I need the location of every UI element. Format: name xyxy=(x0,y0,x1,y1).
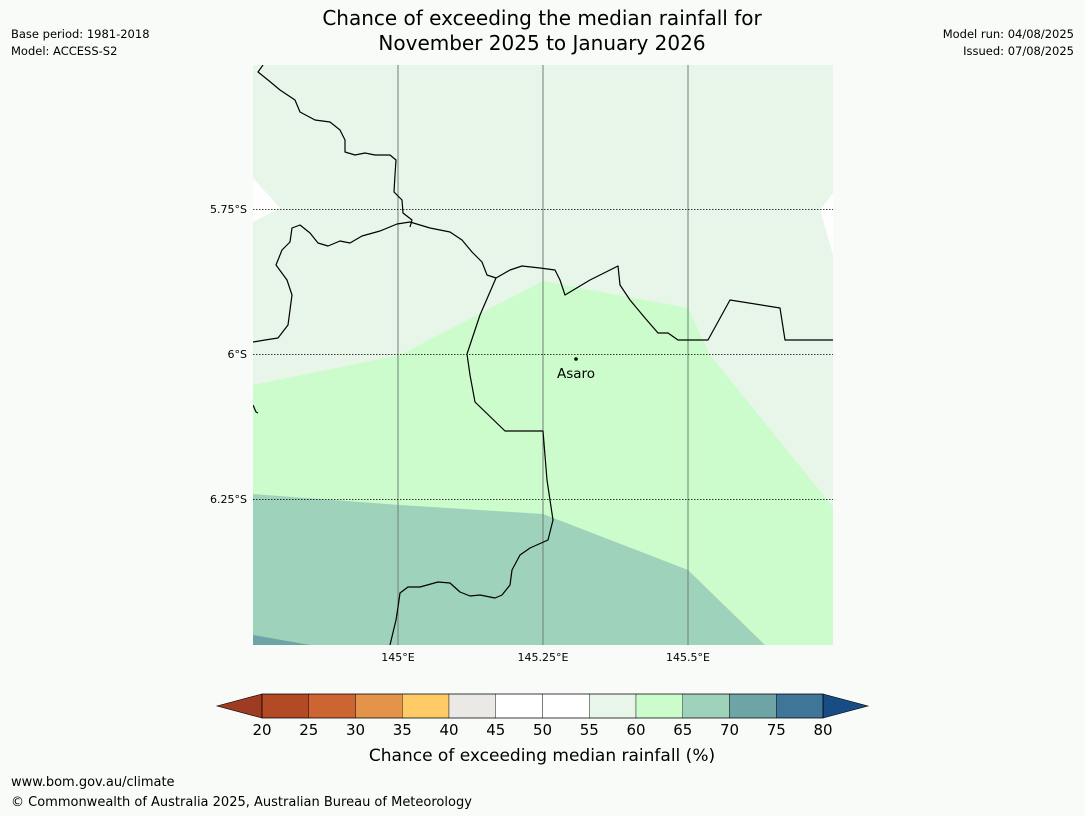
latitude-gridlines xyxy=(253,209,833,500)
colorbar-segment xyxy=(776,693,824,719)
colorbar-segment xyxy=(635,693,683,719)
colorbar-tick-label: 65 xyxy=(673,721,692,739)
colorbar-segment xyxy=(729,693,777,719)
colorbar-tick-label: 70 xyxy=(720,721,739,739)
boundary-northwest xyxy=(257,65,413,228)
colorbar: 20 25 30 35 40 45 50 55 60 65 70 75 80 Chance of exc… xyxy=(215,693,870,766)
lon-label-145-5: 145.5°E xyxy=(666,651,710,664)
lon-label-145-25: 145.25°E xyxy=(518,651,569,664)
colorbar-segment xyxy=(355,693,403,719)
lat-label-6: 6°S xyxy=(228,348,247,361)
colorbar-tick-label: 80 xyxy=(813,721,832,739)
colorbar-tick-label: 55 xyxy=(580,721,599,739)
map-plot xyxy=(253,65,833,645)
lat-label-5-75: 5.75°S xyxy=(210,203,247,216)
zone-70-75 xyxy=(253,635,310,645)
colorbar-segment xyxy=(589,693,637,719)
colorbar-tick-label: 60 xyxy=(626,721,645,739)
model-text: Model: ACCESS-S2 xyxy=(11,44,118,58)
zone-50-55-right xyxy=(820,193,833,255)
title-line-2: November 2025 to January 2026 xyxy=(378,31,706,55)
colorbar-tick-label: 25 xyxy=(299,721,318,739)
boundary-west-stub xyxy=(253,404,259,414)
footer-copyright: © Commonwealth of Australia 2025, Austra… xyxy=(11,795,472,810)
colorbar-high-arrow xyxy=(822,693,870,719)
colorbar-tick-label: 35 xyxy=(393,721,412,739)
colorbar-segment xyxy=(682,693,730,719)
colorbar-tick-label: 30 xyxy=(346,721,365,739)
colorbar-segment xyxy=(495,693,543,719)
lat-label-6-25: 6.25°S xyxy=(210,493,247,506)
boundary-central-north xyxy=(253,221,833,343)
metadata-right: Model run: 04/08/2025 Issued: 07/08/2025 xyxy=(943,26,1074,60)
footer-url: www.bom.gov.au/climate xyxy=(11,775,175,790)
colorbar-segment xyxy=(308,693,356,719)
model-run-text: Model run: 04/08/2025 xyxy=(942,27,1074,41)
zone-50-55-left xyxy=(253,178,280,222)
colorbar-tick-label: 20 xyxy=(252,721,271,739)
colorbar-tick-label: 45 xyxy=(486,721,505,739)
colorbar-tick-label: 50 xyxy=(533,721,552,739)
boundary-central-south xyxy=(389,277,554,645)
province-boundaries xyxy=(253,65,833,645)
colorbar-tick-label: 75 xyxy=(767,721,786,739)
asaro-label: Asaro xyxy=(557,366,595,382)
metadata-left: Base period: 1981-2018 Model: ACCESS-S2 xyxy=(11,26,150,60)
title-line-1: Chance of exceeding the median rainfall … xyxy=(322,6,762,30)
colorbar-segment xyxy=(402,693,450,719)
colorbar-tick-label: 40 xyxy=(439,721,458,739)
lon-label-145: 145°E xyxy=(381,651,414,664)
colorbar-segment xyxy=(448,693,496,719)
map-title: Chance of exceeding the median rainfall … xyxy=(242,6,842,56)
colorbar-label: Chance of exceeding median rainfall (%) xyxy=(369,746,715,766)
colorbar-segment xyxy=(261,693,309,719)
colorbar-frame xyxy=(261,693,824,719)
colorbar-segment xyxy=(542,693,590,719)
longitude-gridlines xyxy=(397,65,689,645)
zone-65-70 xyxy=(253,494,765,645)
colorbar-low-arrow xyxy=(215,693,263,719)
asaro-marker xyxy=(574,357,578,361)
issued-text: Issued: 07/08/2025 xyxy=(963,44,1074,58)
base-period-text: Base period: 1981-2018 xyxy=(11,27,150,41)
